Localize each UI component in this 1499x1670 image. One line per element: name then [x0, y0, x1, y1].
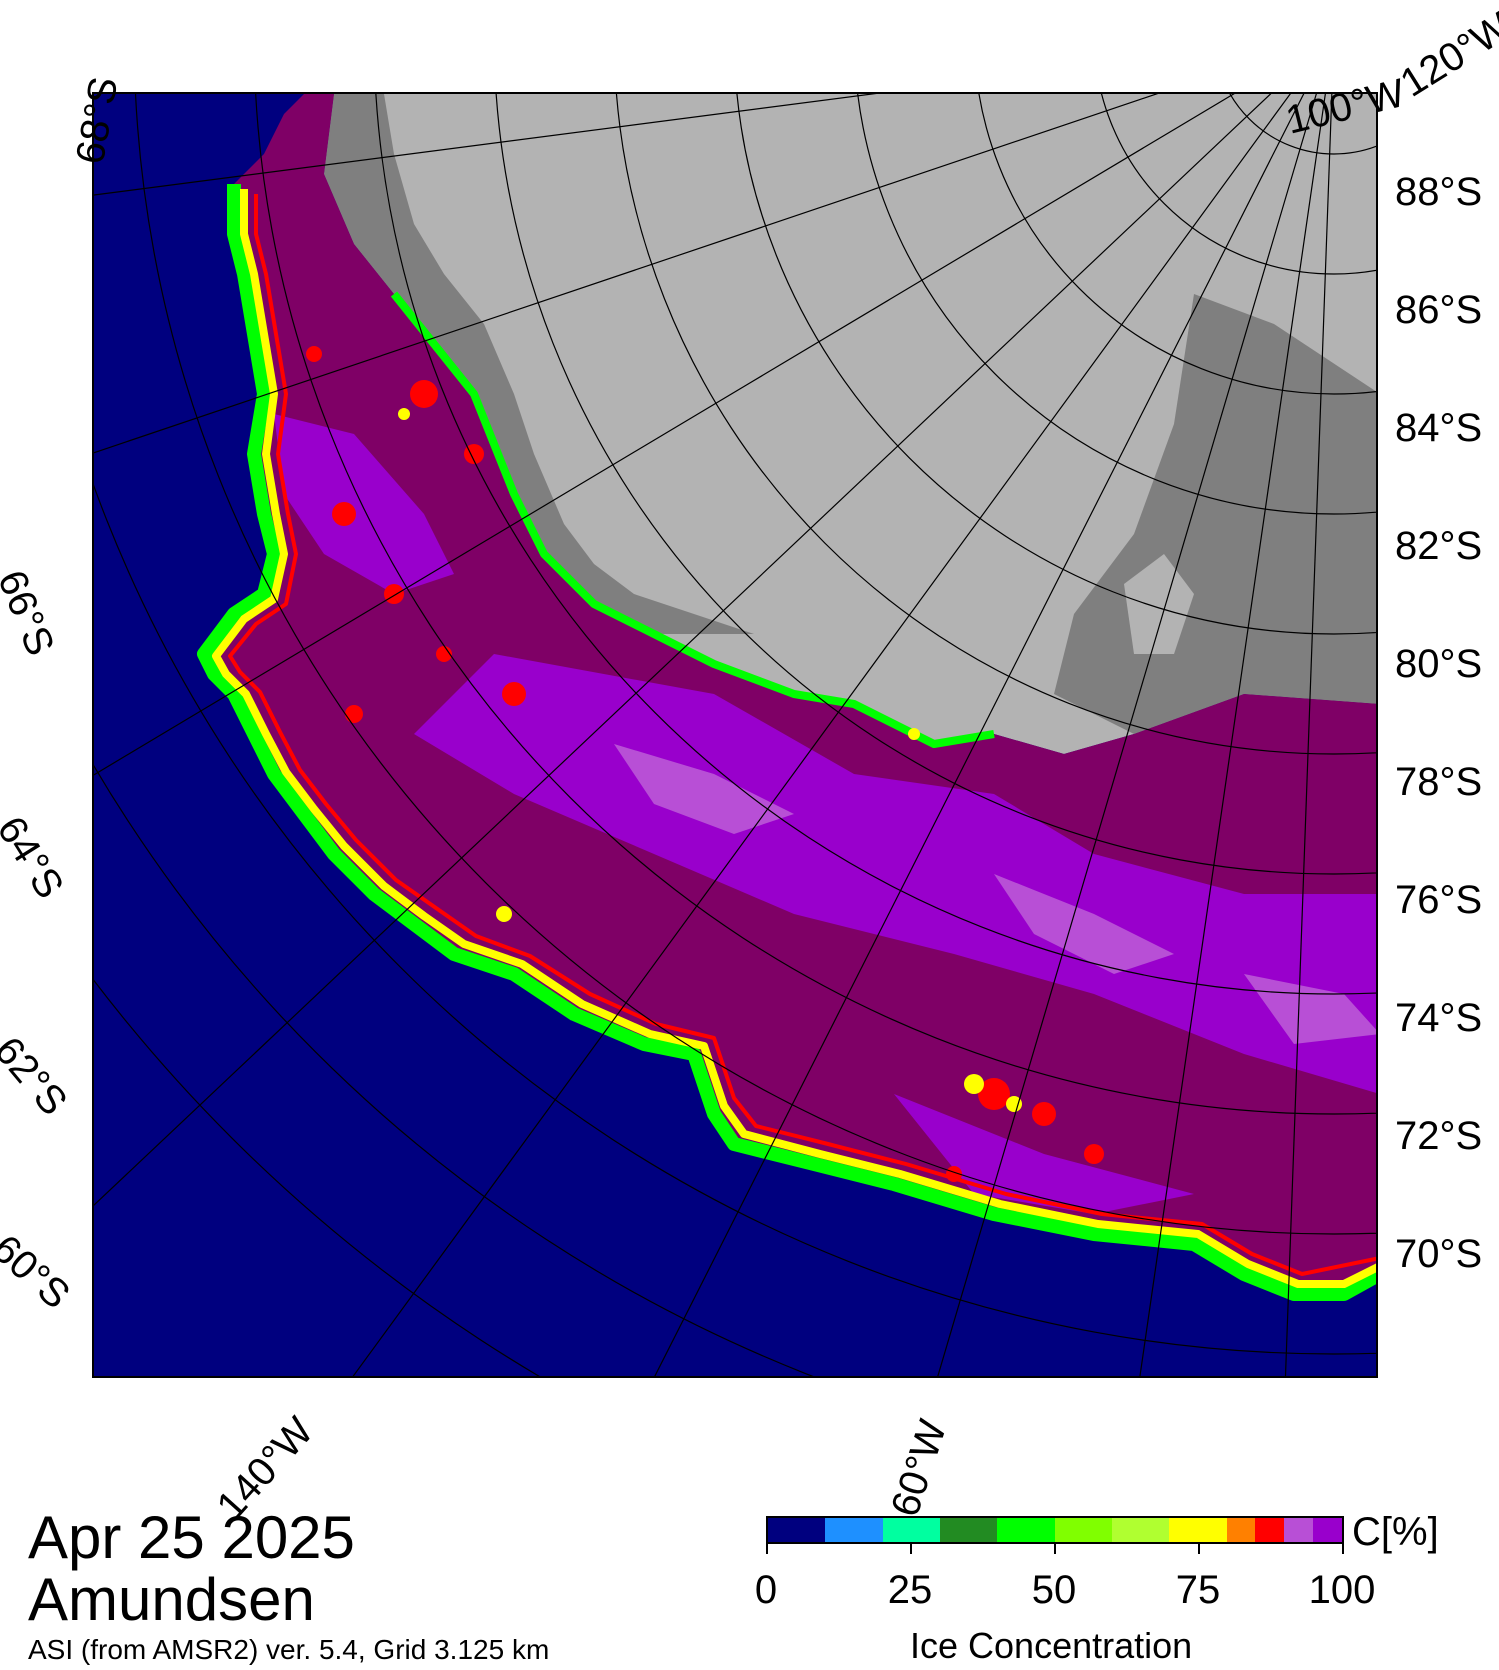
ice-edge-band — [197, 184, 1376, 1301]
lat-label: 70°S — [1395, 1232, 1483, 1276]
lat-label: 80°S — [1395, 642, 1483, 686]
colorbar-segment — [825, 1518, 883, 1542]
map-canvas — [94, 94, 1376, 1376]
colorbar-segment — [1313, 1518, 1343, 1542]
colorbar-segment — [939, 1518, 998, 1542]
colorbar-segment — [1226, 1518, 1256, 1542]
colorbar-tick-label: 75 — [1175, 1568, 1221, 1612]
ice-shelf — [324, 94, 754, 634]
colorbar-segment — [1284, 1518, 1314, 1542]
ice-red-spots — [306, 346, 1104, 1182]
ice-shelf — [1124, 554, 1194, 654]
data-source: ASI (from AMSR2) ver. 5.4, Grid 3.125 km — [28, 1634, 550, 1665]
colorbar-tick — [766, 1544, 768, 1554]
lat-label: 84°S — [1395, 406, 1483, 450]
lat-label: 62°S — [0, 1028, 76, 1124]
graticule — [94, 94, 1376, 1376]
lat-label: 76°S — [1395, 878, 1483, 922]
colorbar-segment — [1169, 1518, 1227, 1542]
colorbar-segment — [1111, 1518, 1170, 1542]
region-name: Amundsen — [28, 1566, 315, 1633]
lat-label: 60°S — [0, 1226, 79, 1318]
colorbar-tick — [910, 1544, 912, 1554]
lat-label: 66°S — [0, 564, 63, 662]
lat-label: 64°S — [0, 808, 72, 907]
colorbar-segment — [1054, 1518, 1112, 1542]
lon-label: 120°W — [1392, 4, 1499, 106]
colorbar-tick-label: 0 — [754, 1568, 778, 1612]
colorbar — [766, 1516, 1344, 1544]
lat-label: 86°S — [1395, 288, 1483, 332]
colorbar-segment — [768, 1518, 826, 1542]
lat-label: 82°S — [1395, 524, 1483, 568]
colorbar-tick-label: 100 — [1308, 1568, 1376, 1612]
colorbar-tick — [1054, 1544, 1056, 1554]
lat-label: 74°S — [1395, 996, 1483, 1040]
map-date: Apr 25 2025 — [28, 1504, 355, 1571]
lat-label: 88°S — [1395, 170, 1483, 214]
ice-light-purple-patches — [614, 744, 1376, 1044]
colorbar-unit: C[%] — [1352, 1510, 1439, 1554]
colorbar-tick — [1198, 1544, 1200, 1554]
colorbar-segment — [882, 1518, 940, 1542]
lat-label: 78°S — [1395, 760, 1483, 804]
lat-label: 72°S — [1395, 1114, 1483, 1158]
colorbar-title: Ice Concentration — [910, 1625, 1193, 1666]
colorbar-tick-label: 50 — [1031, 1568, 1077, 1612]
ice-yellow-spots — [398, 408, 1022, 1112]
colorbar-segment — [997, 1518, 1055, 1542]
sea-ice-map — [92, 92, 1378, 1378]
colorbar-tick — [1342, 1544, 1344, 1554]
colorbar-tick-label: 25 — [887, 1568, 933, 1612]
colorbar-segment — [1255, 1518, 1285, 1542]
